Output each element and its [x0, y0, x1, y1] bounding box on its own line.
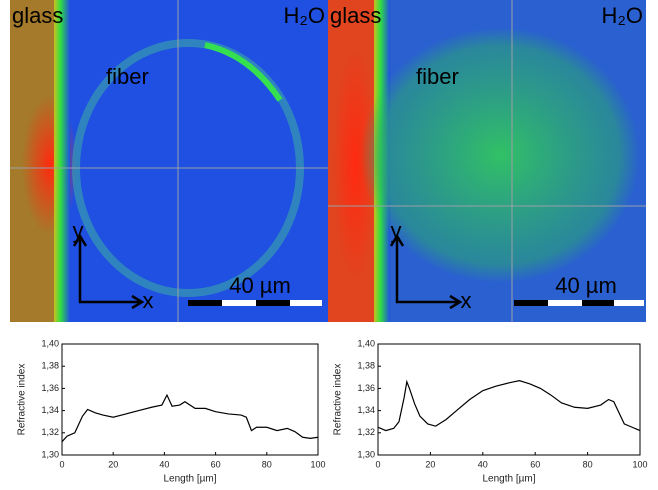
material-label: glass — [12, 3, 63, 28]
y-axis-title: Refractive index — [17, 364, 28, 436]
y-axis-title: Refractive index — [333, 364, 344, 436]
scale-bar — [548, 300, 582, 306]
x-tick-label: 40 — [478, 459, 488, 469]
x-tick-label: 0 — [59, 459, 64, 469]
y-tick-label: 1,40 — [41, 338, 59, 348]
x-tick-label: 40 — [159, 459, 169, 469]
scale-label: 40 µm — [229, 273, 291, 298]
interface — [54, 0, 70, 322]
data-line — [61, 393, 319, 443]
x-tick-label: 100 — [632, 459, 647, 469]
plot-frame — [61, 343, 319, 456]
plot-frame — [377, 343, 641, 456]
x-tick-label: 0 — [375, 459, 380, 469]
image-left: glass fiber H₂O 40 µm y x — [10, 0, 328, 322]
y-tick-label: 1,40 — [357, 338, 375, 348]
axes-arrows — [72, 233, 145, 310]
scale-bar — [514, 300, 548, 306]
scale-bar — [290, 300, 322, 306]
scale-bar — [188, 300, 222, 306]
material-label: glass — [330, 3, 381, 28]
fiber-label: fiber — [106, 64, 149, 89]
axis-x-label: x — [143, 288, 154, 313]
axis-y-label: y — [391, 218, 402, 243]
x-tick-label: 60 — [211, 459, 221, 469]
fiber-label: fiber — [416, 64, 459, 89]
x-tick-label: 20 — [425, 459, 435, 469]
y-tick-label: 1,30 — [41, 449, 59, 459]
y-tick-label: 1,32 — [41, 427, 59, 437]
x-tick-label: 20 — [108, 459, 118, 469]
y-tick-label: 1,30 — [357, 449, 375, 459]
image-right: glass fiber H₂O 40 µm y x — [328, 0, 646, 322]
data-line — [377, 379, 641, 432]
y-tick-label: 1,34 — [357, 405, 375, 415]
glow — [333, 45, 377, 285]
y-tick-label: 1,36 — [41, 383, 59, 393]
x-tick-label: 80 — [583, 459, 593, 469]
fiber-body — [360, 27, 640, 283]
x-tick-label: 80 — [262, 459, 272, 469]
y-tick-label: 1,38 — [357, 361, 375, 371]
medium-label: H₂O — [283, 3, 325, 28]
y-tick-label: 1,38 — [41, 361, 59, 371]
x-tick-label: 100 — [310, 459, 325, 469]
axes-arrows — [389, 233, 463, 310]
fiber-feature — [204, 42, 283, 102]
y-tick-label: 1,34 — [41, 405, 59, 415]
scale-bar — [222, 300, 256, 306]
scale-bar — [256, 300, 290, 306]
x-axis-title: Length [µm] — [163, 474, 216, 485]
x-axis-title: Length [µm] — [482, 474, 535, 485]
axis-y-label: y — [73, 218, 84, 243]
medium-label: H₂O — [601, 3, 643, 28]
scale-bar — [614, 300, 644, 306]
x-tick-label: 60 — [530, 459, 540, 469]
y-tick-label: 1,32 — [357, 427, 375, 437]
scale-label: 40 µm — [555, 273, 617, 298]
scale-bar — [582, 300, 614, 306]
axis-x-label: x — [461, 288, 472, 313]
y-tick-label: 1,36 — [357, 383, 375, 393]
